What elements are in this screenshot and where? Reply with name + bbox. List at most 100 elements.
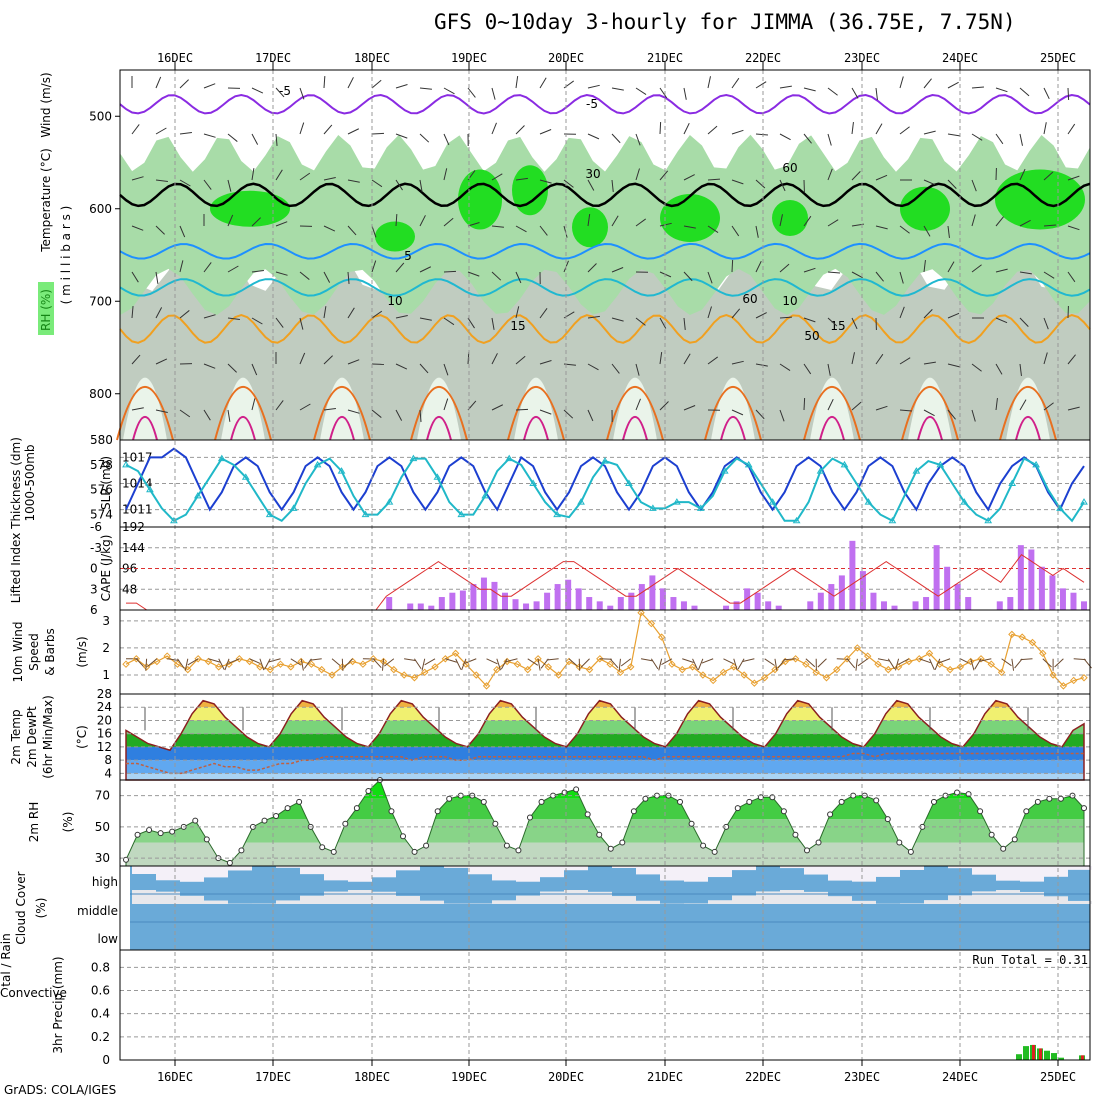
bottom-date-label: 22DEC bbox=[745, 1070, 781, 1084]
rh-tick-label: 70 bbox=[95, 789, 110, 803]
wind-barb bbox=[755, 225, 759, 238]
high-cloud-gap bbox=[612, 866, 636, 868]
cape-bar bbox=[628, 592, 635, 610]
high-cloud-gap bbox=[204, 866, 228, 878]
panel-frame bbox=[119, 949, 1091, 1061]
wind-barb bbox=[1011, 658, 1015, 671]
cape-bar bbox=[1017, 545, 1024, 610]
wind-barb bbox=[899, 225, 910, 234]
wind-speed-point bbox=[812, 668, 820, 677]
temp-band bbox=[126, 707, 1084, 721]
wind-barb bbox=[1043, 271, 1055, 279]
wind-barb bbox=[290, 658, 302, 666]
temp-contour-zero bbox=[119, 182, 1091, 208]
wind-barb bbox=[587, 315, 600, 319]
mid-cloud-gap bbox=[156, 891, 180, 904]
wind-barb bbox=[419, 133, 430, 143]
contour-label: 30 bbox=[585, 167, 600, 181]
wind-barb bbox=[947, 133, 960, 137]
thickness-point bbox=[457, 510, 466, 518]
li-tick-label: 6 bbox=[90, 603, 98, 617]
wind-barb bbox=[1067, 271, 1076, 283]
rh-point bbox=[884, 816, 891, 823]
cape-bar bbox=[386, 597, 393, 610]
wind-speed-point bbox=[1059, 682, 1068, 690]
wind-barb bbox=[707, 178, 721, 181]
thickness-point bbox=[840, 460, 849, 468]
wind-barb bbox=[145, 658, 148, 671]
mid-cloud-gap bbox=[972, 891, 996, 904]
rh-point bbox=[907, 848, 914, 855]
wind-barb bbox=[155, 307, 163, 319]
wind-barb bbox=[650, 658, 659, 670]
temp-contour-20 bbox=[999, 386, 1057, 441]
thickness-point bbox=[146, 485, 154, 493]
wind-barb bbox=[203, 133, 216, 138]
cape-bar bbox=[1059, 588, 1066, 610]
wind-barb bbox=[899, 357, 911, 365]
cape-bar bbox=[459, 590, 466, 610]
bottom-date-label: 19DEC bbox=[451, 1070, 487, 1084]
wind-barb bbox=[167, 658, 180, 661]
wind-barb bbox=[707, 356, 719, 365]
rh-point bbox=[503, 842, 510, 849]
temp-tick-label: 20 bbox=[97, 713, 112, 727]
top-date-label: 19DEC bbox=[451, 51, 487, 65]
thickness-point bbox=[649, 504, 657, 511]
thickness-point bbox=[553, 510, 561, 518]
wind-speed-point bbox=[884, 665, 892, 674]
rh-point bbox=[988, 831, 995, 838]
wind-speed-point bbox=[534, 655, 542, 663]
cape-tick-label: 48 bbox=[122, 582, 137, 596]
wind-barb bbox=[421, 658, 426, 671]
cape-bar bbox=[554, 584, 561, 610]
wind-barb bbox=[971, 409, 976, 422]
wind-barb bbox=[443, 398, 449, 411]
wind-barb bbox=[546, 658, 559, 661]
wind-barb bbox=[899, 76, 904, 89]
rh-point bbox=[515, 847, 522, 854]
wind-barb bbox=[923, 309, 933, 319]
rh-dry-plume bbox=[123, 377, 167, 440]
wind-speed-point bbox=[1028, 638, 1037, 647]
wind-barb bbox=[1043, 352, 1048, 365]
mid-cloud-gap bbox=[420, 900, 444, 904]
wind-barb bbox=[995, 398, 998, 411]
wind-speed-point bbox=[266, 665, 274, 674]
rh-point bbox=[630, 808, 637, 815]
wind-barb bbox=[737, 658, 745, 670]
wind-barb bbox=[443, 168, 448, 181]
rh-point bbox=[607, 845, 614, 852]
mid-cloud-gap bbox=[732, 895, 756, 904]
wind-barb bbox=[827, 271, 840, 274]
rh-point bbox=[954, 789, 961, 796]
cape-bar bbox=[407, 603, 414, 610]
contour-label: 15 bbox=[830, 319, 845, 333]
wind-barb bbox=[1014, 658, 1023, 669]
rh-point bbox=[596, 831, 603, 838]
wind-barb bbox=[323, 306, 327, 319]
wind-barb bbox=[155, 76, 162, 89]
wind-speed-point bbox=[791, 655, 800, 663]
top-date-label: 22DEC bbox=[745, 51, 781, 65]
thickness-point bbox=[577, 498, 585, 505]
wind-barb bbox=[803, 397, 806, 411]
temp-contour-25 bbox=[1015, 416, 1041, 441]
thickness-point bbox=[625, 479, 633, 486]
thickness-point bbox=[864, 498, 873, 505]
wind-barb bbox=[395, 409, 403, 421]
cape-bar bbox=[723, 605, 730, 610]
wind-barb bbox=[851, 352, 855, 365]
cape-bar bbox=[649, 575, 656, 610]
wind-barb bbox=[343, 658, 353, 668]
wind-barb bbox=[1019, 363, 1022, 376]
thickness-axis-label: Thickness (dm) bbox=[9, 437, 23, 530]
high-cloud-gap bbox=[852, 866, 876, 882]
rh-point bbox=[746, 798, 753, 805]
cape-bar bbox=[1049, 575, 1056, 610]
temp-contour-25 bbox=[132, 416, 158, 441]
precip-convective-bar bbox=[1032, 1044, 1035, 1060]
wind-barb bbox=[179, 310, 190, 319]
wind-barb bbox=[611, 317, 624, 322]
wind-barb bbox=[683, 87, 687, 100]
